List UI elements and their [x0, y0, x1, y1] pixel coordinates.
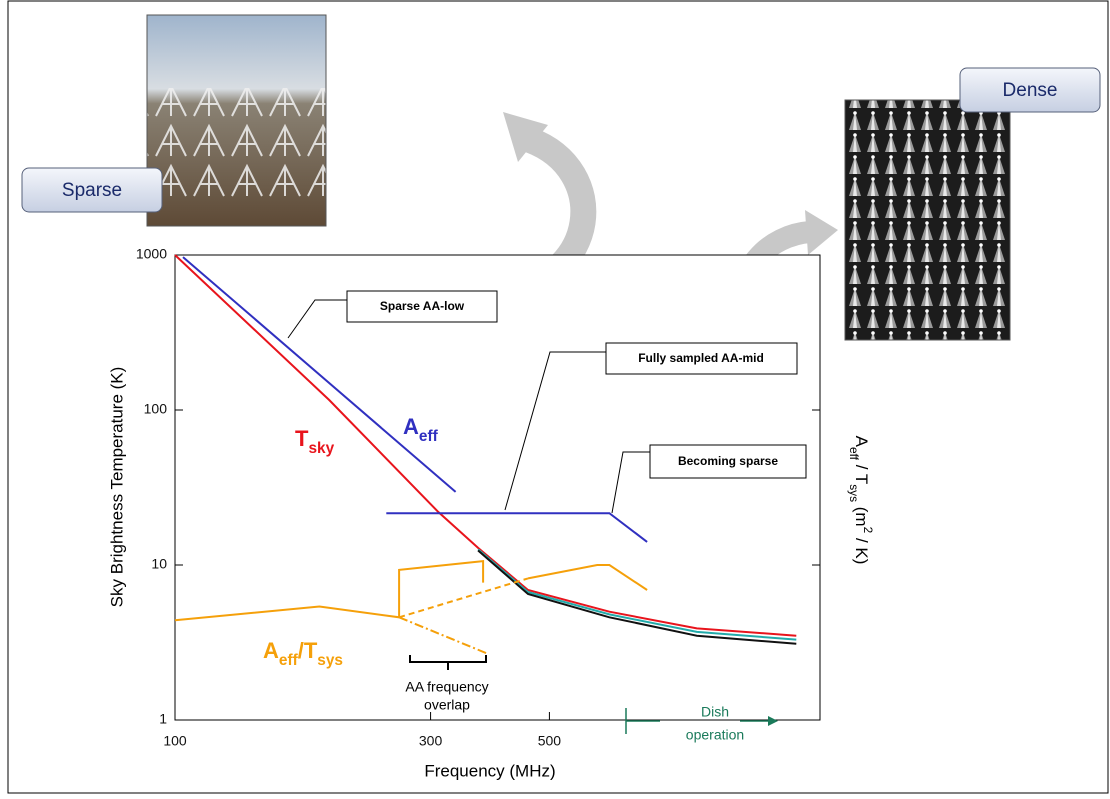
text-part: A — [852, 436, 871, 448]
photo-label: Sparse — [62, 180, 122, 201]
text-part: eff — [279, 652, 299, 669]
text-part: / K) — [852, 533, 871, 564]
arrow-head — [805, 210, 838, 255]
text-part: A — [403, 414, 419, 439]
slide: Sparse Dense Frequency (MHz) Sky Brightn… — [0, 0, 1110, 794]
x-tick-label: 300 — [419, 733, 443, 749]
callout-text: Becoming sparse — [678, 454, 778, 468]
dense-photo — [845, 100, 1010, 340]
text-part: sys — [847, 484, 861, 502]
callout-text: Sparse AA-low — [380, 299, 465, 313]
x-tick-label: 100 — [163, 733, 187, 749]
y-tick-label: 100 — [144, 401, 168, 417]
text-part: eff — [419, 428, 439, 445]
text-part: sky — [308, 440, 334, 457]
y-tick-label: 1000 — [136, 246, 167, 262]
y-tick-label: 1 — [159, 711, 167, 727]
y-axis-title: Sky Brightness Temperature (K) — [107, 367, 126, 608]
callout-text: Fully sampled AA-mid — [638, 351, 764, 365]
text-part: (m — [852, 502, 871, 527]
y-tick-label: 10 — [151, 556, 167, 572]
text-part: sys — [317, 652, 343, 669]
overlap-note: overlap — [424, 697, 470, 713]
text-part: T — [295, 426, 309, 451]
sparse-photo — [147, 15, 326, 226]
text-part: eff — [847, 447, 861, 461]
photo-label: Dense — [1003, 80, 1058, 101]
text-part: / T — [852, 460, 871, 484]
x-axis-title: Frequency (MHz) — [424, 761, 555, 780]
dish-note: operation — [686, 727, 744, 743]
text-part: A — [263, 638, 279, 663]
y2-axis-title: Aeff / Tsys (m2 / K) — [847, 436, 875, 565]
dish-note: Dish — [701, 704, 729, 720]
text-part: /T — [298, 638, 318, 663]
x-tick-label: 500 — [538, 733, 562, 749]
overlap-note: AA frequency — [405, 679, 488, 695]
